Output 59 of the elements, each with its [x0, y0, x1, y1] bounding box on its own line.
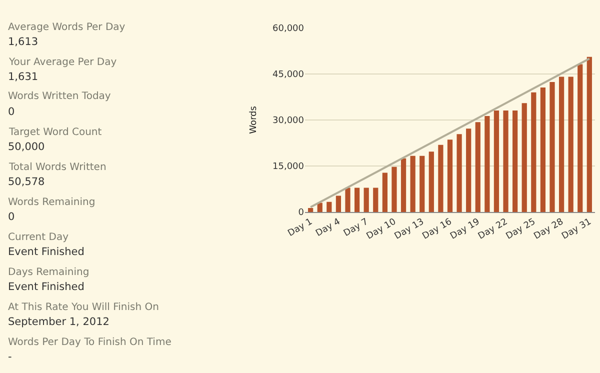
text: -: [8, 351, 12, 363]
bar: [428, 152, 434, 212]
bar: [382, 172, 388, 212]
bar: [568, 76, 574, 212]
bar: [558, 76, 564, 212]
text: Total Words Written: [8, 162, 106, 173]
bar: [586, 56, 592, 212]
text: Current Day: [8, 232, 69, 243]
text: Days Remaining: [8, 267, 90, 278]
bar: [410, 156, 416, 212]
text: Words Per Day To Finish On Time: [8, 337, 172, 348]
bar: [308, 208, 314, 212]
x-tick-label: Day 1: [286, 217, 314, 239]
bar: [447, 140, 453, 212]
bar: [373, 188, 378, 212]
y-tick-label: 45,000: [272, 70, 304, 80]
text: 1,613: [8, 36, 38, 48]
bar: [475, 122, 480, 212]
bar: [400, 158, 406, 212]
bar: [522, 103, 527, 212]
text: Average Words Per Day: [8, 22, 126, 33]
text: 50,000: [8, 141, 45, 153]
bar: [540, 87, 546, 212]
text: Event Finished: [8, 281, 84, 293]
bar: [466, 128, 472, 212]
text: Target Word Count: [8, 127, 102, 138]
bar: [456, 134, 462, 212]
text: Event Finished: [8, 246, 84, 258]
bar: [354, 188, 360, 212]
y-axis-title: Words: [248, 106, 259, 134]
text: 0: [8, 211, 15, 223]
text: 1,631: [8, 71, 38, 83]
bar: [364, 188, 369, 212]
bar: [336, 196, 342, 212]
bar: [531, 92, 536, 212]
bar: [494, 110, 500, 212]
bar: [503, 110, 508, 212]
bar: [512, 110, 518, 212]
text: September 1, 2012: [8, 316, 110, 328]
y-tick-label: 30,000: [272, 116, 304, 126]
text: Words Written Today: [8, 91, 111, 102]
bar: [484, 116, 490, 212]
text: 0: [8, 106, 15, 118]
y-tick-label: 0: [298, 208, 304, 218]
bar: [550, 82, 555, 212]
text: Words Remaining: [8, 197, 96, 208]
text: Your Average Per Day: [8, 57, 117, 68]
y-tick-label: 60,000: [272, 24, 304, 34]
bar: [326, 202, 332, 212]
text: 50,578: [8, 176, 45, 188]
bar: [317, 202, 322, 212]
bar: [438, 144, 444, 212]
bar: [392, 166, 397, 212]
x-tick-label: Day 4: [314, 217, 342, 239]
text: At This Rate You Will Finish On: [8, 302, 159, 313]
y-tick-label: 15,000: [272, 162, 304, 172]
bar: [345, 188, 350, 212]
bar: [420, 156, 425, 212]
bar: [578, 64, 583, 212]
